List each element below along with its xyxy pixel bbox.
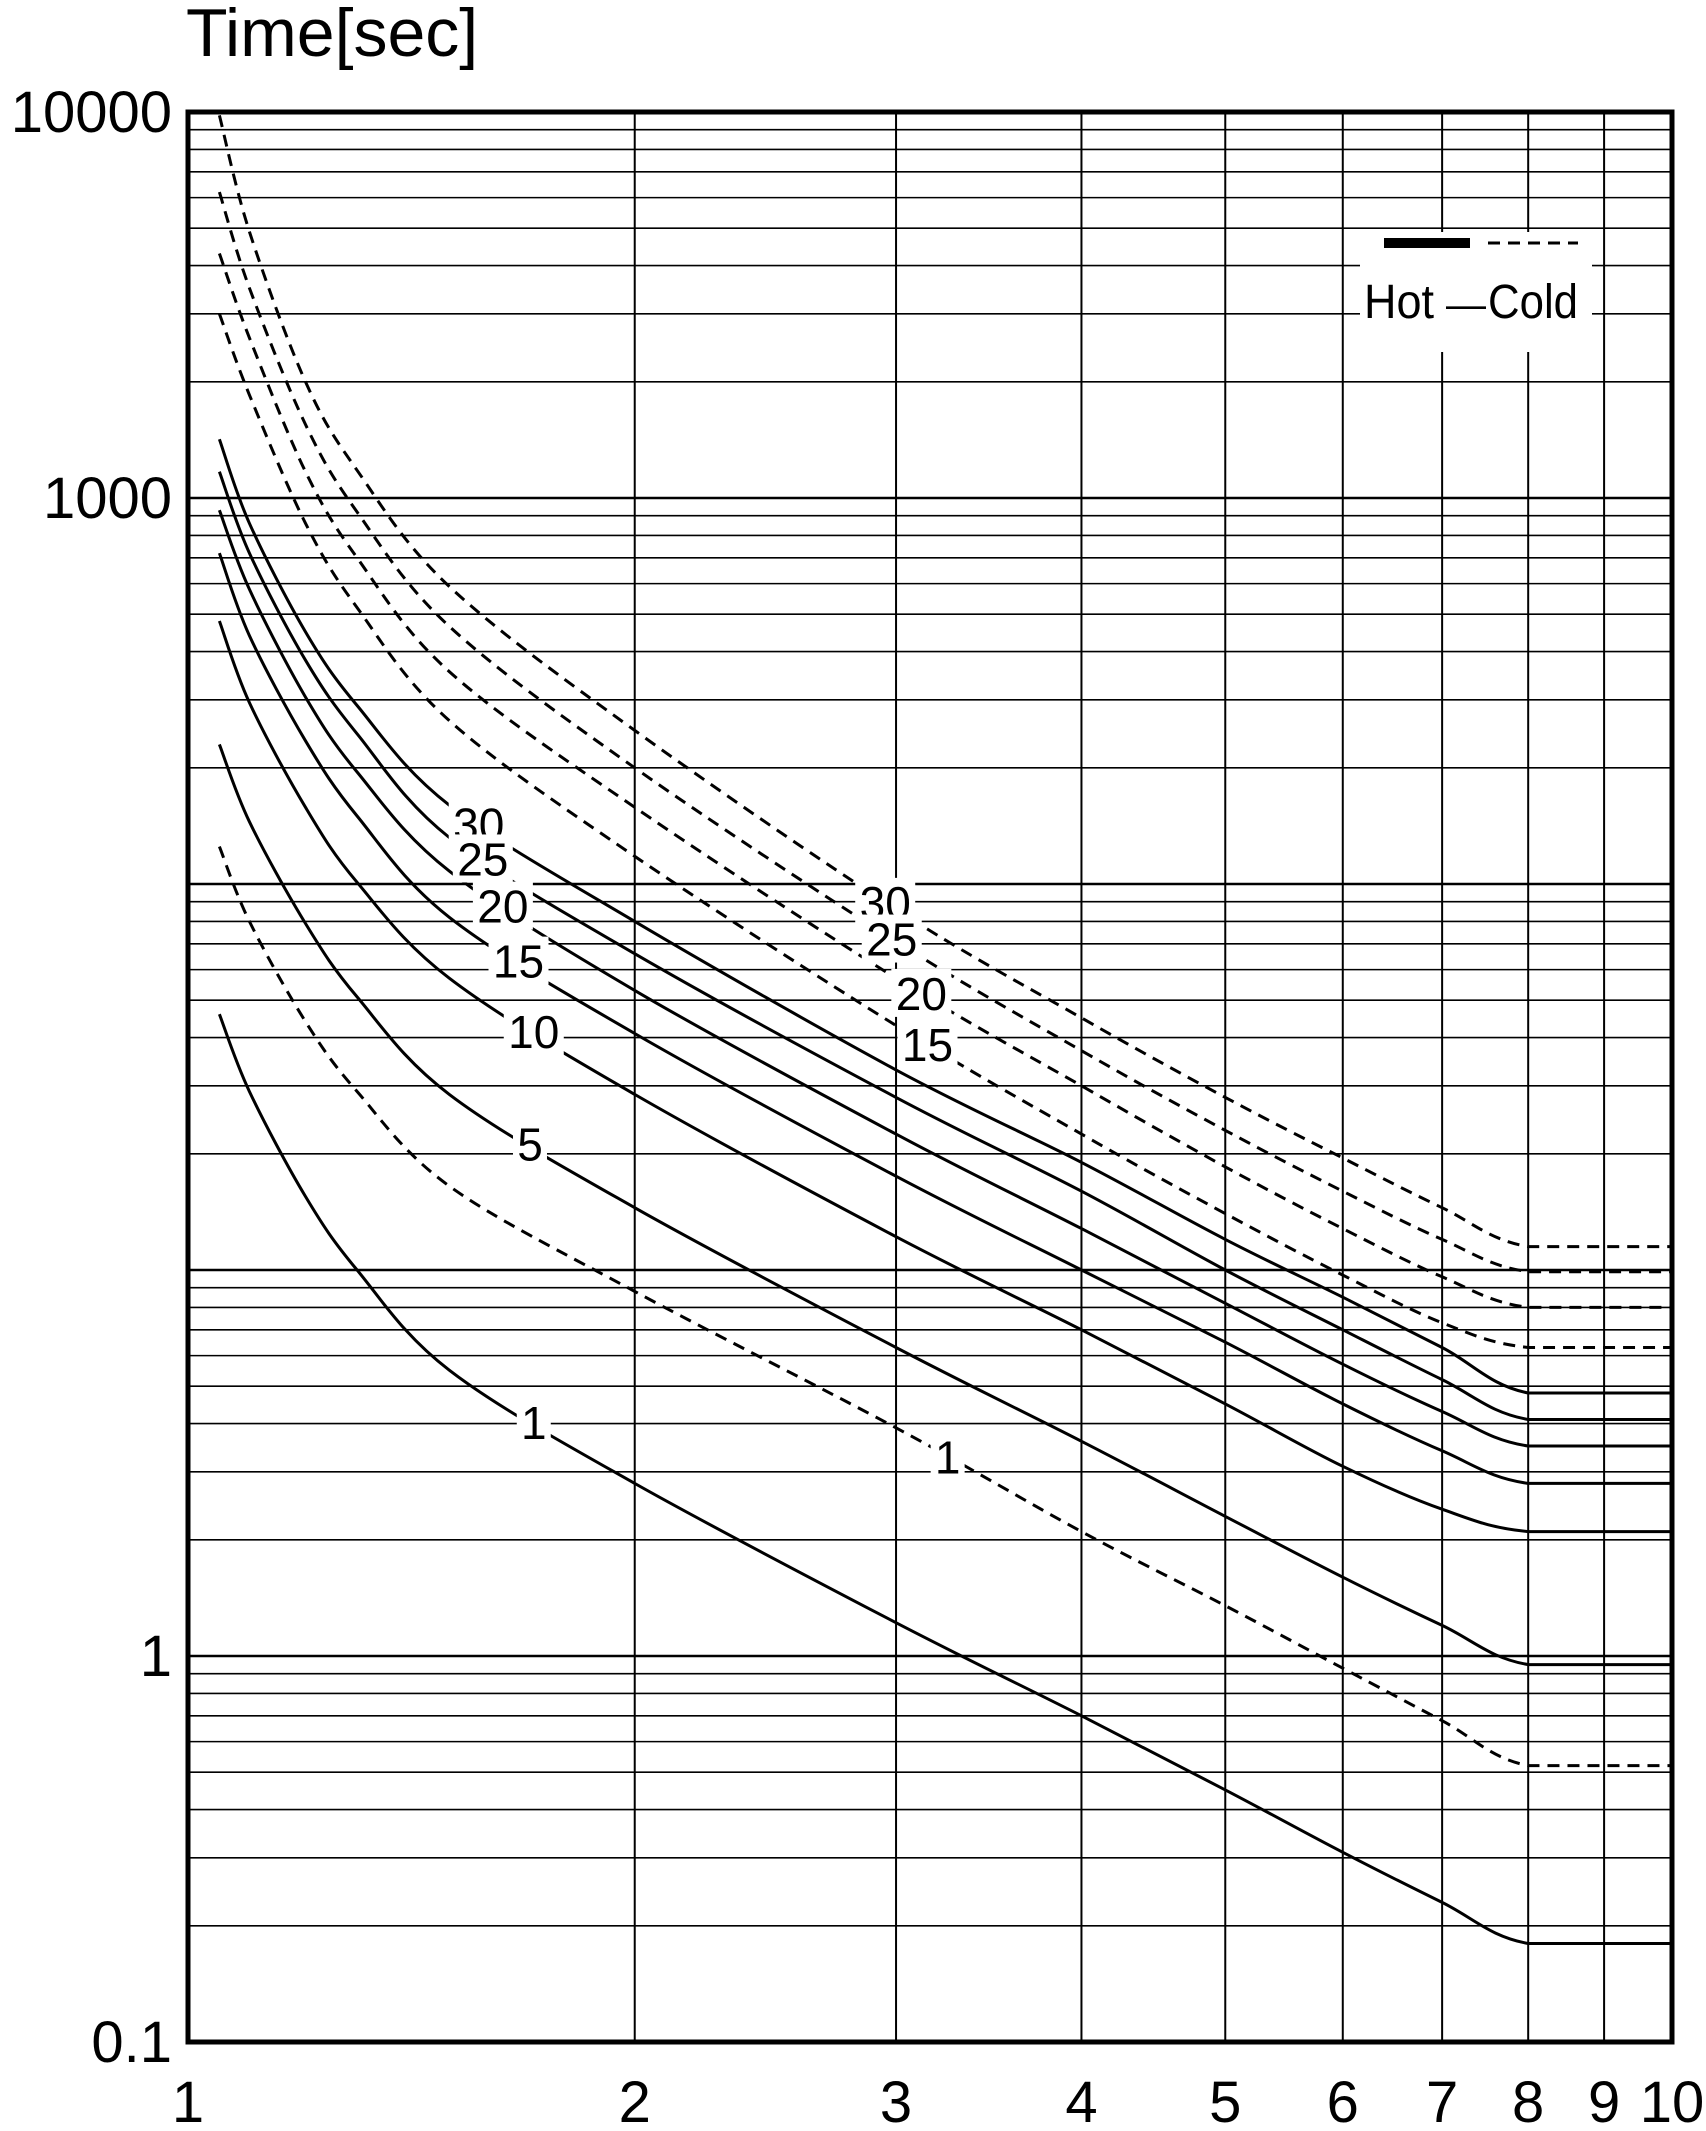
curve-hot-25 — [217, 471, 1672, 1421]
y-tick-label: 1000 — [43, 466, 172, 531]
curve-label-bg — [488, 936, 549, 985]
y-tick-label: 1 — [140, 1624, 172, 1689]
curve-label-hot-15: 15 — [493, 936, 544, 988]
y-tick-label: 0.1 — [91, 2010, 172, 2075]
legend-hot-label: Hot — [1364, 276, 1434, 329]
legend-box — [1360, 232, 1592, 352]
curve-label-bg — [512, 1119, 547, 1168]
x-tick-label: 1 — [172, 2070, 204, 2131]
curve-label-bg — [472, 881, 533, 930]
curve-label-hot-5: 5 — [517, 1119, 543, 1171]
curve-label-cold-15: 15 — [902, 1019, 953, 1071]
x-tick-label: 5 — [1209, 2070, 1241, 2131]
legend-separator: — — [1446, 283, 1486, 327]
x-tick-label: 4 — [1065, 2070, 1097, 2131]
y-axis-ticks: 0.1 1 1000 10000 — [11, 80, 172, 2075]
curve-label-bg — [452, 834, 513, 883]
x-tick-label: 7 — [1426, 2070, 1458, 2131]
x-tick-label: 9 — [1588, 2070, 1620, 2131]
curve-label-hot-25: 25 — [457, 833, 508, 885]
curve-label-bg — [897, 1019, 958, 1068]
curve-label-hot-1: 1 — [521, 1397, 547, 1449]
x-tick-label: 10 — [1640, 2070, 1705, 2131]
curve-label-cold-20: 20 — [896, 968, 947, 1020]
curve-hot-1 — [218, 1013, 1672, 1945]
plot-frame — [185, 109, 1675, 2045]
curve-label-bg — [503, 1007, 564, 1056]
curve-label-bg — [891, 968, 952, 1017]
curve-label-hot-10: 10 — [508, 1006, 559, 1058]
curve-hot-15 — [217, 552, 1672, 1485]
curve-hot-20 — [217, 509, 1672, 1448]
curve-cold-30 — [217, 115, 1672, 1249]
curve-label-hot-20: 20 — [477, 881, 528, 933]
curve-cold-1 — [218, 846, 1672, 1768]
curve-label-bg — [930, 1432, 965, 1481]
y-tick-label: 10000 — [11, 80, 172, 145]
curve-hot-10 — [217, 620, 1672, 1534]
x-axis-ticks: 1 2 3 4 5 6 7 8 9 10 — [172, 2070, 1704, 2131]
x-tick-label: 6 — [1327, 2070, 1359, 2131]
x-tick-label: 3 — [880, 2070, 912, 2131]
curve-label-bg — [861, 914, 922, 963]
curve-cold-25 — [217, 191, 1672, 1274]
curve-hot-5 — [218, 743, 1672, 1667]
curve-label-bg — [516, 1397, 551, 1446]
x-tick-label: 8 — [1512, 2070, 1544, 2131]
curve-cold-15 — [217, 313, 1672, 1349]
legend: Hot — Cold — [1360, 232, 1592, 352]
curve-label-cold-1: 1 — [935, 1432, 961, 1484]
curve-label-cold-25: 25 — [866, 914, 917, 966]
curve-hot-30 — [217, 438, 1672, 1395]
curves — [217, 115, 1672, 1945]
y-axis-title: Time[sec] — [186, 0, 478, 71]
grid-lines — [188, 112, 1672, 2042]
curve-cold-20 — [217, 252, 1672, 1309]
x-tick-label: 2 — [619, 2070, 651, 2131]
legend-cold-label: Cold — [1488, 276, 1578, 329]
